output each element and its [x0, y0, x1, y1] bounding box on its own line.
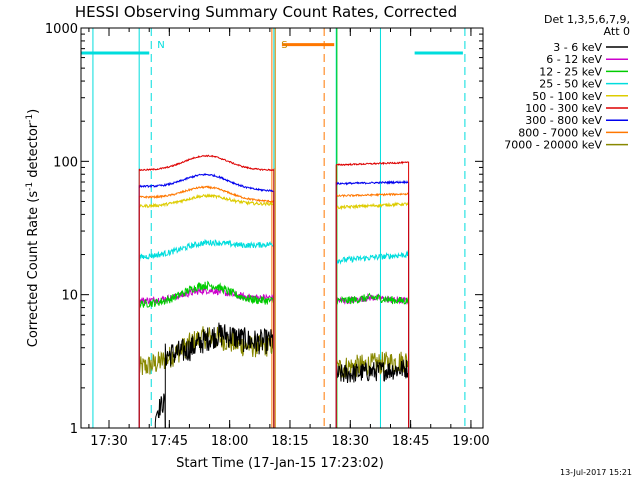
series-0-segment-0 [154, 393, 166, 429]
x-tick-label-5: 18:45 [392, 434, 429, 449]
legend-header-line-2: Att 0 [604, 25, 630, 38]
legend-label-4: 50 - 100 keV [532, 90, 602, 103]
series-7-segment-1 [335, 192, 410, 428]
x-tick-label-0: 17:30 [90, 434, 127, 449]
x-axis: 17:30 17:45 18:00 18:15 18:30 18:45 19:00 [88, 28, 490, 449]
y-axis: 1 10 100 1000 [45, 22, 483, 437]
legend-label-5: 100 - 300 keV [525, 102, 602, 115]
chart-title: HESSI Observing Summary Count Rates, Cor… [75, 3, 457, 21]
series-2-segment-1 [335, 292, 410, 428]
legend-label-3: 25 - 50 keV [539, 78, 602, 91]
series-2-segment-0 [138, 280, 275, 429]
footer-date: 13-Jul-2017 15:21 [560, 468, 632, 477]
y-tick-label-1: 10 [61, 289, 78, 304]
y-tick-label-3: 1000 [45, 22, 78, 37]
series-5-segment-1 [335, 160, 410, 428]
series-3-segment-1 [335, 249, 410, 428]
series-0-segment-2 [335, 359, 410, 428]
legend-label-1: 6 - 12 keV [546, 53, 602, 66]
legend-label-0: 3 - 6 keV [553, 41, 602, 54]
legend-header-line-1: Det 1,3,5,6,7,9, [544, 13, 630, 26]
vline-label-2: N [157, 40, 164, 51]
vline-label-5: S [281, 40, 287, 51]
x-tick-label-2: 18:00 [211, 434, 248, 449]
x-tick-label-4: 18:30 [332, 434, 369, 449]
series-3-segment-0 [138, 238, 275, 429]
legend-label-6: 300 - 800 keV [525, 114, 602, 127]
legend-label-7: 800 - 7000 keV [518, 126, 602, 139]
series-0-segment-1 [164, 322, 275, 429]
series-7-segment-0 [138, 185, 275, 429]
series-5-segment-0 [138, 154, 275, 429]
plot-frame [80, 27, 484, 429]
y-tick-label-2: 100 [53, 155, 78, 170]
y-axis-label-sup2: -1 [25, 114, 35, 123]
y-axis-label: Corrected Count Rate (s-1 detector-1) [25, 109, 41, 347]
x-axis-label: Start Time (17-Jan-15 17:23:02) [176, 456, 384, 471]
y-axis-label-end: ) [26, 109, 41, 114]
y-tick-label-0: 1 [70, 422, 78, 437]
series-6-segment-1 [335, 179, 410, 428]
x-tick-label-6: 19:00 [452, 434, 489, 449]
series-8-segment-1 [335, 351, 410, 428]
y-axis-label-mid: detector [26, 122, 41, 182]
x-tick-label-3: 18:15 [271, 434, 308, 449]
series-4-segment-0 [138, 193, 275, 429]
y-axis-label-main: Corrected Count Rate (s [26, 191, 41, 348]
series-6-segment-0 [138, 172, 275, 429]
series-4-segment-1 [335, 201, 410, 428]
x-tick-label-1: 17:45 [151, 434, 188, 449]
legend-label-2: 12 - 25 keV [539, 65, 602, 78]
legend-label-8: 7000 - 20000 keV [504, 139, 602, 152]
y-axis-label-sup1: -1 [25, 182, 35, 191]
